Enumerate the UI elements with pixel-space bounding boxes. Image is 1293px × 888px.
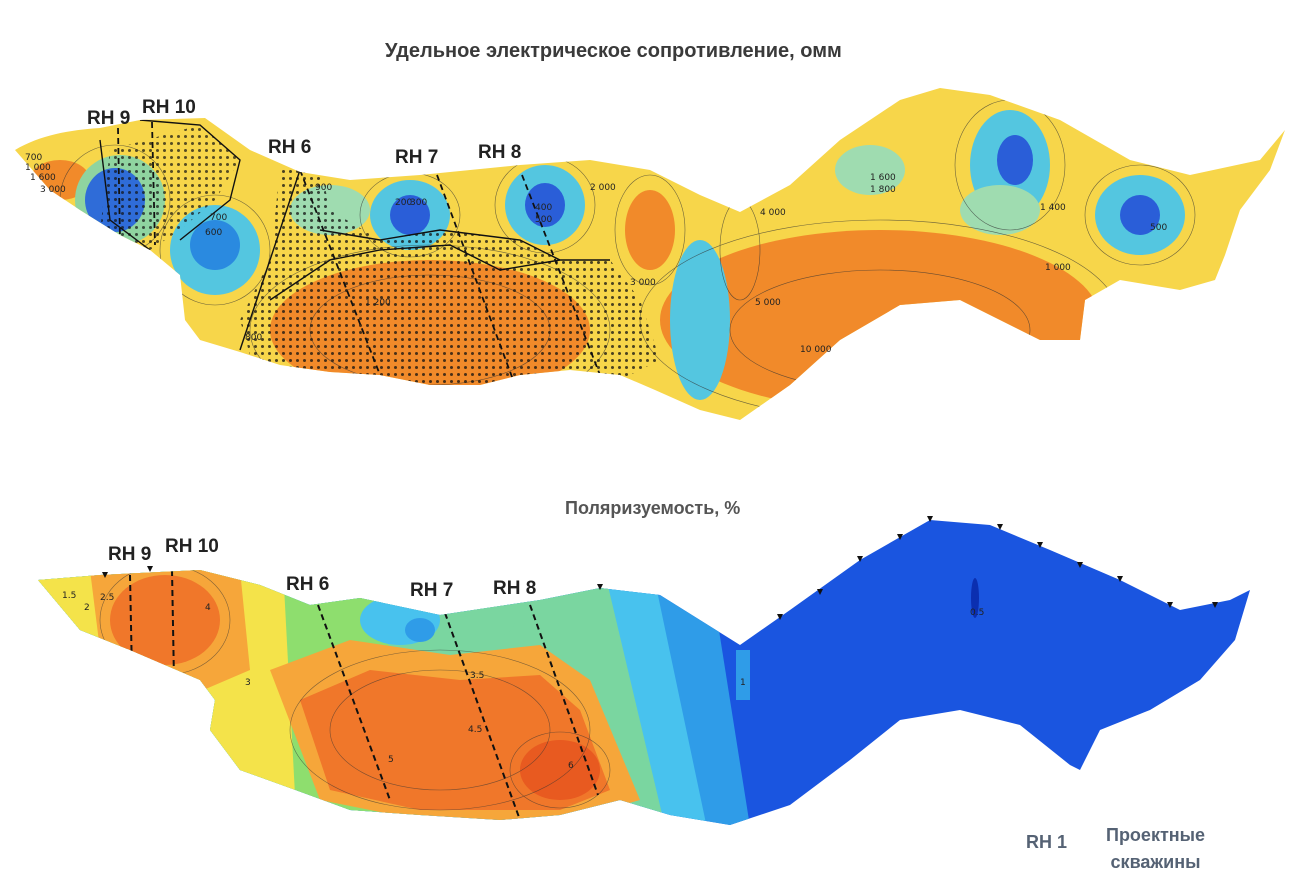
contour-label: 3 000 xyxy=(630,278,656,288)
resistivity-title: Удельное электрическое сопротивление, ом… xyxy=(385,40,842,62)
well-label-rh9: RH 9 xyxy=(87,108,130,129)
polarizability-map: 1.5 2 2.5 3 3.5 4 4.5 5 6 1 0.5 RH 9 RH … xyxy=(38,516,1250,825)
resistivity-section: Удельное электрическое сопротивление, ом… xyxy=(0,0,1293,440)
contour-label: 2 000 xyxy=(590,183,616,193)
contour-label: 700 xyxy=(210,213,227,223)
polarizability-well-labels: RH 9 RH 10 RH 6 RH 7 RH 8 xyxy=(108,536,536,601)
contour-label: 1 000 xyxy=(1045,263,1071,273)
contour-label: 5 xyxy=(388,755,394,765)
contour-label: 2 xyxy=(84,603,90,613)
polarizability-contour-labels: 1.5 2 2.5 3 3.5 4 4.5 5 6 1 0.5 xyxy=(62,591,984,771)
resistivity-map: 700 1 000 1 600 3 000 600 700 800 900 1 … xyxy=(15,88,1285,420)
legend-well-symbol: RH 1 xyxy=(1026,832,1068,852)
contour-label: 1 xyxy=(740,678,746,688)
polarizability-title: Поляризуемость, % xyxy=(565,498,741,518)
contour-label: 4 000 xyxy=(760,208,786,218)
contour-label: 3 000 xyxy=(40,185,66,195)
legend-line-1: Проектные xyxy=(1106,825,1206,845)
contour-label: 200 xyxy=(395,198,412,208)
contour-label: 800 xyxy=(245,333,262,343)
contour-label: 600 xyxy=(205,228,222,238)
polarizability-section: Поляризуемость, % xyxy=(0,470,1293,888)
contour-label: 4.5 xyxy=(468,725,482,735)
well-label-rh10: RH 10 xyxy=(142,97,196,118)
contour-label: 1 000 xyxy=(25,163,51,173)
contour-label: 10 000 xyxy=(800,345,832,355)
contour-label: 3 xyxy=(245,678,251,688)
well-label-rh8: RH 8 xyxy=(493,578,536,599)
well-label-rh7: RH 7 xyxy=(410,580,453,601)
contour-label: 500 xyxy=(1150,223,1167,233)
contour-label: 1 600 xyxy=(30,173,56,183)
contour-label: 1 800 xyxy=(870,185,896,195)
contour-label: 6 xyxy=(568,761,574,771)
well-label-rh8: RH 8 xyxy=(478,142,521,163)
contour-label: 0.5 xyxy=(970,608,984,618)
legend-line-2: скважины xyxy=(1110,852,1201,872)
contour-label: 500 xyxy=(535,215,552,225)
contour-label: 900 xyxy=(315,183,332,193)
contour-label: 300 xyxy=(410,198,427,208)
contour-label: 2.5 xyxy=(100,593,114,603)
contour-label: 5 000 xyxy=(755,298,781,308)
resistivity-well-labels: RH 9 RH 10 RH 6 RH 7 RH 8 xyxy=(87,97,521,168)
well-label-rh7: RH 7 xyxy=(395,147,438,168)
contour-label: 400 xyxy=(535,203,552,213)
contour-label: 4 xyxy=(205,603,211,613)
legend-description: Проектные скважины xyxy=(1106,822,1205,876)
contour-label: 1 400 xyxy=(1040,203,1066,213)
contour-label: 700 xyxy=(25,153,42,163)
contour-label: 1 600 xyxy=(870,173,896,183)
well-label-rh9: RH 9 xyxy=(108,544,151,565)
contour-label: 3.5 xyxy=(470,671,484,681)
well-label-rh6: RH 6 xyxy=(286,574,329,595)
well-label-rh6: RH 6 xyxy=(268,137,311,158)
contour-label: 1 200 xyxy=(365,298,391,308)
resistivity-contour-labels: 700 1 000 1 600 3 000 600 700 800 900 1 … xyxy=(25,153,1167,355)
well-label-rh10: RH 10 xyxy=(165,536,219,557)
contour-label: 1.5 xyxy=(62,591,76,601)
